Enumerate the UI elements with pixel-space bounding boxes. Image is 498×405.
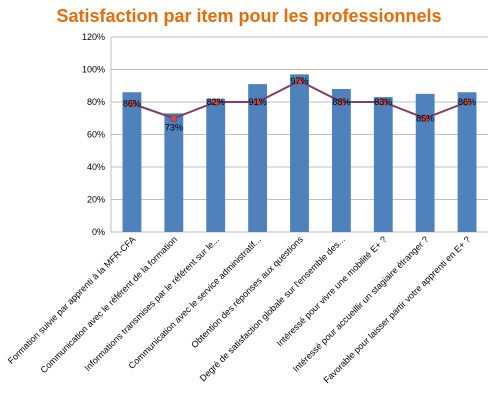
line-marker <box>380 98 387 106</box>
y-tick-label: 120% <box>82 32 105 42</box>
line-marker <box>254 98 261 106</box>
x-tick-label: Favorable pour laisser partir votre appr… <box>322 234 473 385</box>
bar <box>415 93 435 232</box>
bar <box>457 92 477 232</box>
bar <box>373 97 393 232</box>
x-tick-label: Degré de satisfaction globale sur l'ense… <box>198 234 347 383</box>
y-tick-label: 20% <box>87 195 105 205</box>
line-marker <box>463 98 471 106</box>
y-tick-label: 100% <box>82 65 105 75</box>
line-marker <box>170 115 178 122</box>
data-label: 86% <box>123 99 141 109</box>
line-marker <box>338 98 345 106</box>
y-tick-label: 40% <box>87 162 105 172</box>
data-label: 83% <box>374 97 392 107</box>
data-label: 73% <box>165 122 183 132</box>
bar <box>122 92 142 232</box>
data-label: 82% <box>207 97 225 107</box>
bar <box>164 113 184 232</box>
line-marker <box>296 77 303 85</box>
y-tick-label: 0% <box>92 227 105 237</box>
data-label: 88% <box>332 97 350 107</box>
bar <box>290 74 309 232</box>
bar <box>206 98 226 232</box>
line-marker <box>128 100 136 107</box>
data-label: 91% <box>249 97 267 107</box>
bar <box>331 89 351 232</box>
bar <box>248 84 268 232</box>
line-marker <box>421 115 429 122</box>
chart-title: Satisfaction par item pour les professio… <box>56 6 442 26</box>
line-marker <box>212 98 219 106</box>
y-tick-label: 80% <box>87 97 105 107</box>
data-label: 97% <box>290 76 308 86</box>
data-label: 85% <box>416 113 434 123</box>
data-label: 86% <box>458 97 476 107</box>
y-tick-label: 60% <box>87 130 105 140</box>
